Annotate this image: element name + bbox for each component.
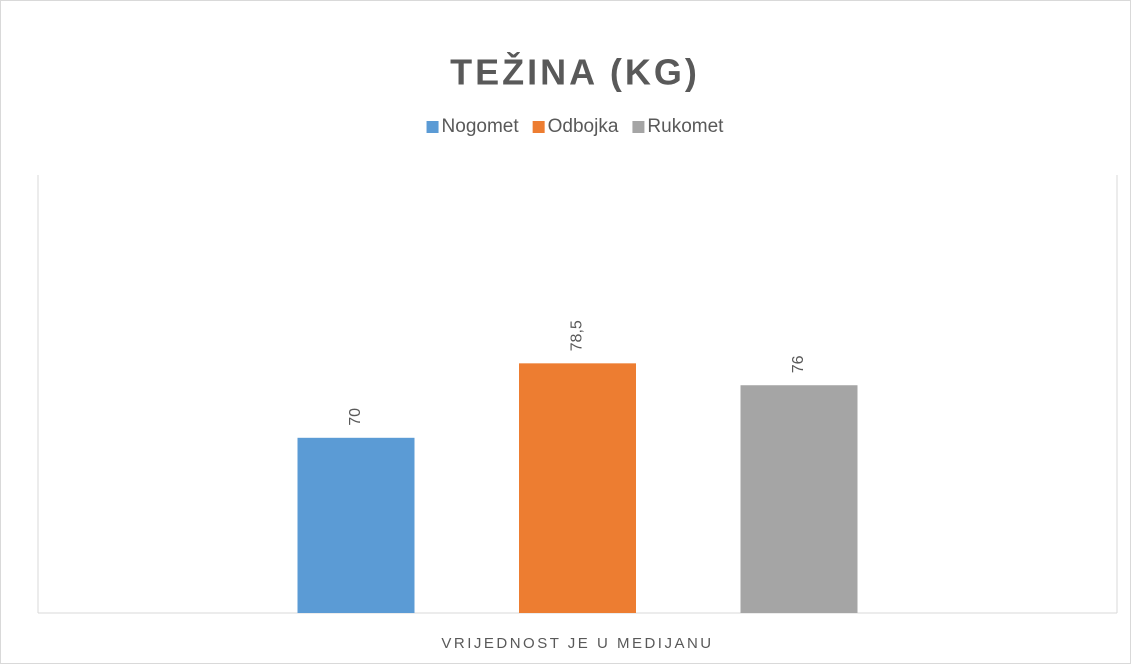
legend-swatch: [532, 121, 545, 133]
data-label: 76: [790, 355, 807, 373]
bar: [740, 385, 858, 613]
legend-label: Odbojka: [548, 116, 619, 137]
x-tick-label: VRIJEDNOST JE U MEDIJANU: [441, 635, 713, 652]
data-label: 78,5: [569, 320, 586, 351]
data-label: 70: [347, 408, 364, 426]
bar: [519, 363, 636, 613]
legend-swatch: [632, 121, 645, 133]
legend: Nogomet Odbojka Rukomet: [426, 116, 724, 137]
legend-label: Rukomet: [647, 116, 724, 137]
chart-title: TEŽINA (KG): [450, 51, 700, 93]
legend-swatch: [426, 121, 439, 133]
legend-label: Nogomet: [442, 116, 520, 137]
bar: [297, 437, 415, 613]
